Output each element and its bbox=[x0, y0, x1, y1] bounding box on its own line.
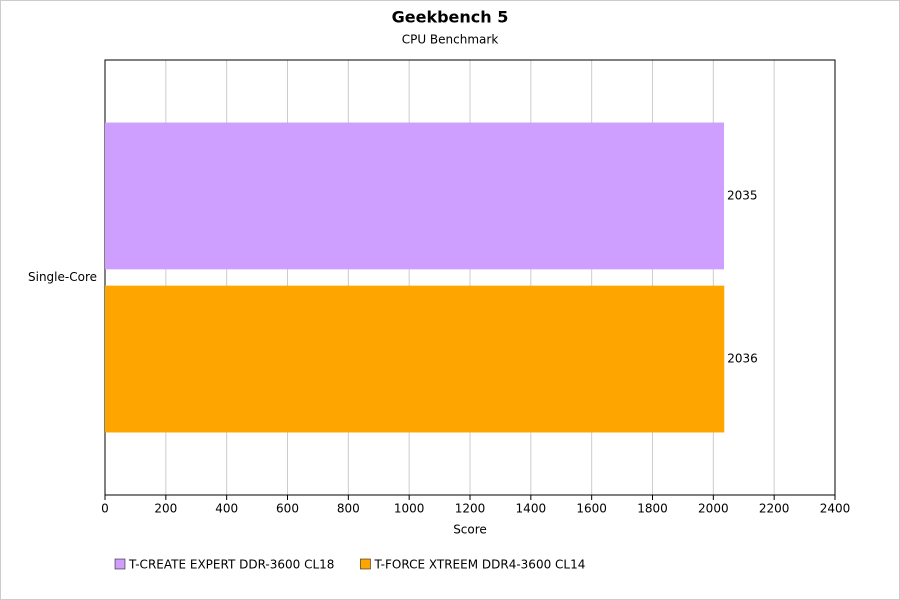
x-tick-label: 600 bbox=[276, 502, 299, 516]
chart-subtitle: CPU Benchmark bbox=[402, 33, 499, 47]
x-tick-label: 1600 bbox=[576, 502, 607, 516]
bar bbox=[105, 285, 725, 433]
x-tick-label: 1800 bbox=[637, 502, 668, 516]
chart-title: Geekbench 5 bbox=[392, 8, 509, 27]
legend-swatch bbox=[360, 558, 371, 570]
x-tick-label: 2000 bbox=[698, 502, 729, 516]
y-tick-label: Single-Core bbox=[28, 270, 97, 284]
x-tick-label: 1200 bbox=[455, 502, 486, 516]
x-axis-label: Score bbox=[453, 523, 487, 537]
x-tick-label: 200 bbox=[154, 502, 177, 516]
plot-border bbox=[104, 59, 836, 496]
x-tick-label: 400 bbox=[215, 502, 238, 516]
x-tick-label: 2200 bbox=[759, 502, 790, 516]
x-tick-label: 1400 bbox=[516, 502, 547, 516]
x-tick-label: 800 bbox=[337, 502, 360, 516]
data-label: 2036 bbox=[727, 352, 758, 366]
x-tick-label: 2400 bbox=[820, 502, 851, 516]
bar bbox=[105, 122, 724, 270]
legend-label: T-CREATE EXPERT DDR-3600 CL18 bbox=[128, 558, 334, 572]
legend-swatch bbox=[114, 558, 126, 570]
x-tick-label: 0 bbox=[101, 502, 109, 516]
legend-label: T-FORCE XTREEM DDR4-3600 CL14 bbox=[373, 558, 585, 572]
x-tick-label: 1000 bbox=[394, 502, 425, 516]
data-label: 2035 bbox=[727, 188, 758, 202]
